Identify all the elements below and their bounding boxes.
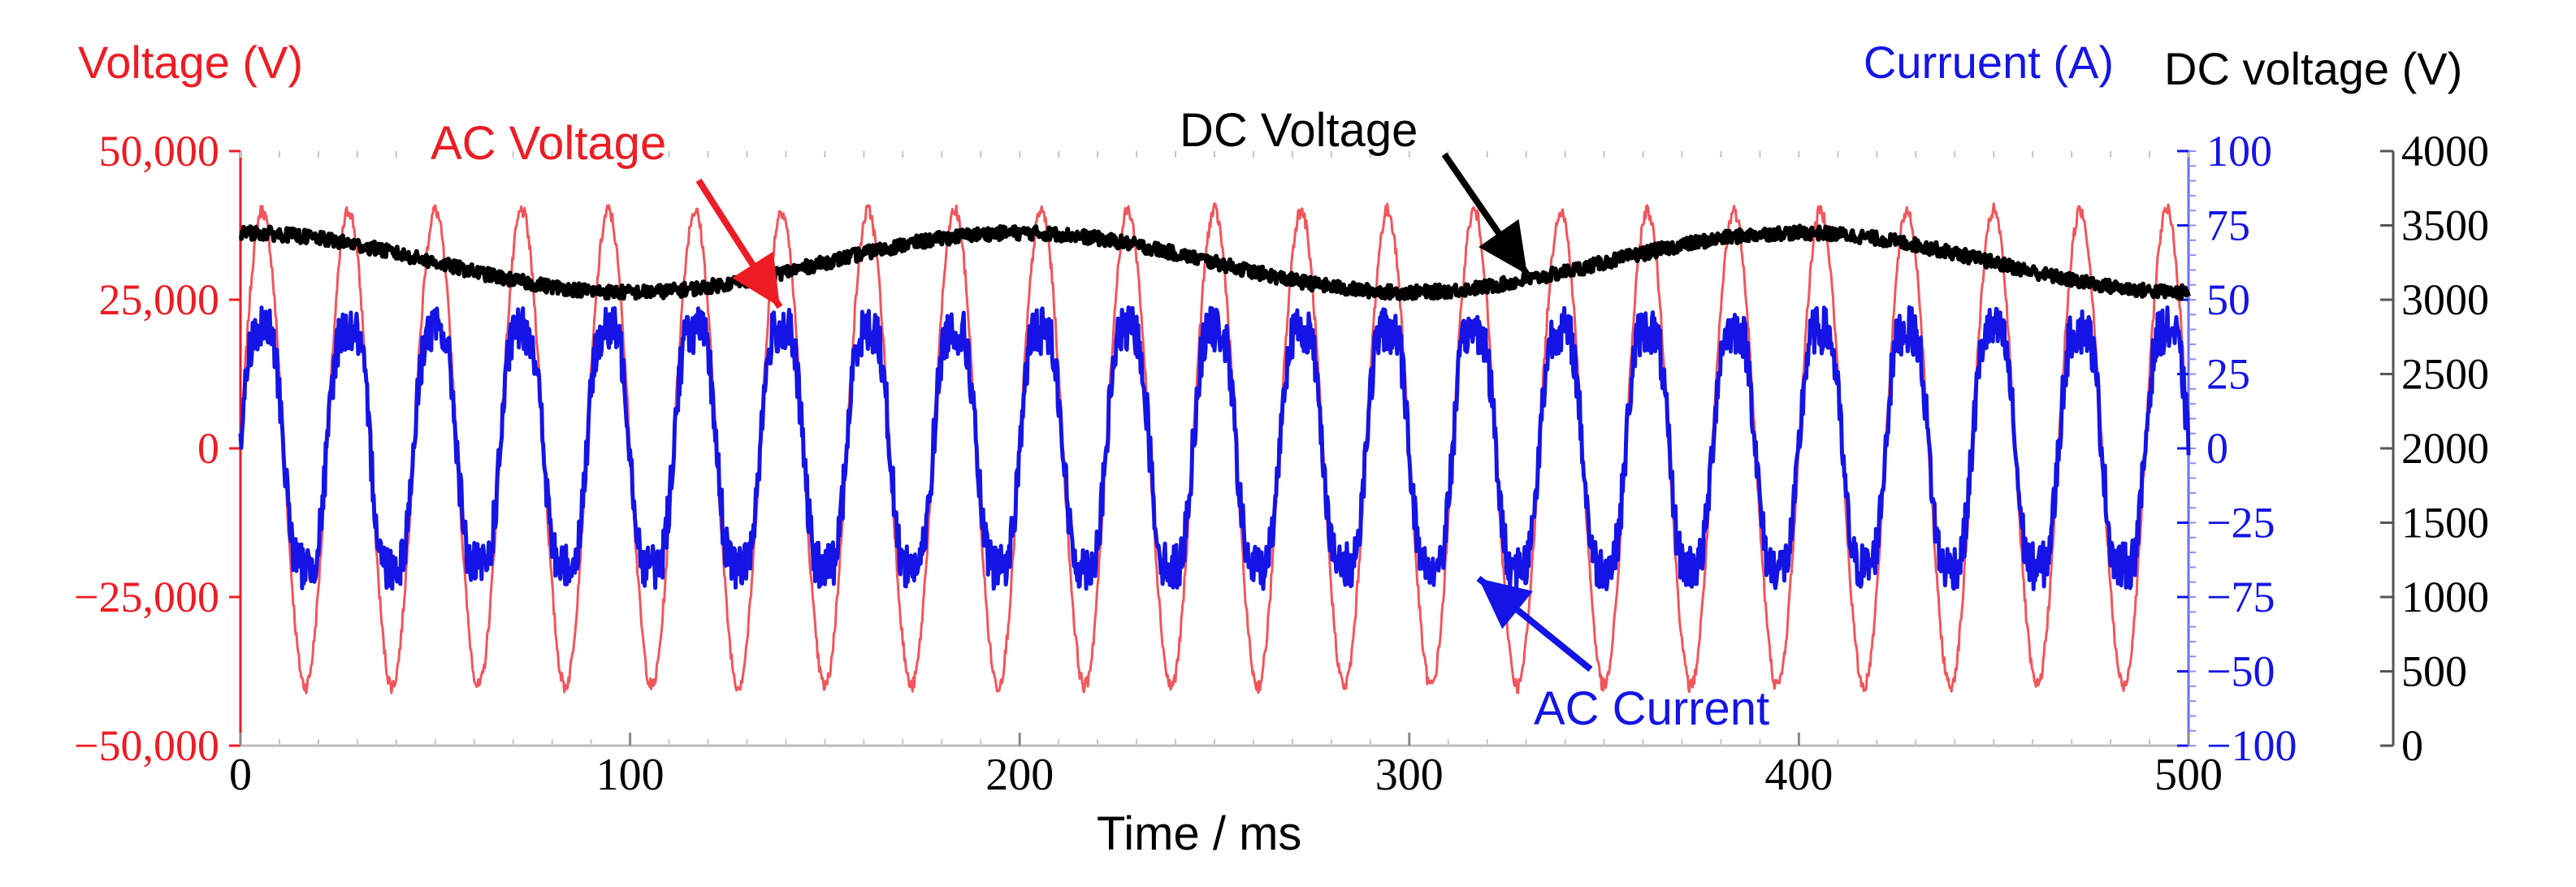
right-outer-axis-tick-label: 2000 — [2401, 424, 2489, 473]
right-outer-axis-tick-label: 1500 — [2401, 499, 2489, 547]
series-line-dc-voltage — [238, 223, 2191, 301]
x-axis-tick-label: 0 — [229, 750, 252, 800]
left-axis-tick-label: 0 — [197, 424, 219, 473]
x-axis-tick-label: 100 — [596, 750, 665, 800]
right-outer-axis-tick-label: 2500 — [2401, 350, 2489, 399]
right-outer-axis-tick-label: 1000 — [2401, 573, 2489, 621]
annotation-label: DC Voltage — [1180, 104, 1418, 157]
series-line-ac-current — [238, 305, 2191, 591]
annotation-label: AC Current — [1534, 682, 1769, 735]
right-inner-axis-tick-label: −25 — [2206, 499, 2275, 547]
x-axis-ticks: 0 100 200 300 400 500 — [229, 733, 2223, 800]
x-axis-tick-label: 500 — [2154, 750, 2223, 800]
right-outer-axis-tick-label: 3500 — [2401, 201, 2489, 250]
right-inner-axis-tick-label: −50 — [2206, 647, 2275, 696]
right-inner-axis-tick-label: 0 — [2206, 424, 2228, 473]
right-inner-axis-tick-label: 100 — [2206, 127, 2272, 175]
left-axis-tick-label: 25,000 — [99, 275, 220, 324]
x-axis-tick-label: 400 — [1764, 750, 1833, 800]
left-axis-tick-label: −25,000 — [74, 573, 219, 621]
annotation-arrow-head — [1478, 219, 1527, 275]
x-axis-tick-label: 200 — [985, 750, 1054, 800]
right-inner-axis-tick-label: 75 — [2206, 201, 2250, 250]
right-outer-axis-ticks: 4000 3500 3000 2500 2000 1500 1000 500 0 — [2380, 127, 2489, 770]
right-inner-axis-tick-label: 50 — [2206, 275, 2250, 324]
right-outer-axis-tick-label: 3000 — [2401, 275, 2489, 324]
minor-ticks — [240, 151, 2189, 746]
right-inner-axis-tick-label: −75 — [2206, 573, 2275, 621]
annotation-arrow-head — [1478, 578, 1534, 630]
x-axis-title: Time / ms — [1097, 807, 1301, 860]
plot-series — [238, 202, 2191, 694]
left-axis-tick-label: 50,000 — [99, 127, 220, 175]
right-outer-axis-title: DC voltage (V) — [2164, 43, 2462, 94]
right-outer-axis-tick-label: 0 — [2401, 721, 2423, 770]
annotation-arrow-head — [732, 251, 780, 307]
right-inner-axis-tick-label: −100 — [2206, 721, 2297, 770]
left-axis-tick-label: −50,000 — [74, 721, 219, 770]
right-outer-axis-tick-label: 4000 — [2401, 127, 2489, 175]
right-inner-axis-ticks: 100 75 50 25 0 −25 −75 −50 −100 — [2177, 127, 2297, 770]
right-inner-axis-tick-label: 25 — [2206, 350, 2250, 399]
right-outer-axis-tick-label: 500 — [2401, 647, 2467, 696]
series-line-ac-voltage — [239, 202, 2190, 694]
annotation-label: AC Voltage — [431, 117, 666, 170]
left-axis-ticks: 50,000 25,000 0 −25,000 −50,000 — [74, 127, 240, 770]
right-inner-axis-title: Curruent (A) — [1864, 37, 2114, 88]
x-axis-tick-label: 300 — [1375, 750, 1444, 800]
left-axis-title: Voltage (V) — [78, 37, 303, 88]
annotations: AC Voltage DC Voltage AC Current — [431, 104, 1769, 735]
